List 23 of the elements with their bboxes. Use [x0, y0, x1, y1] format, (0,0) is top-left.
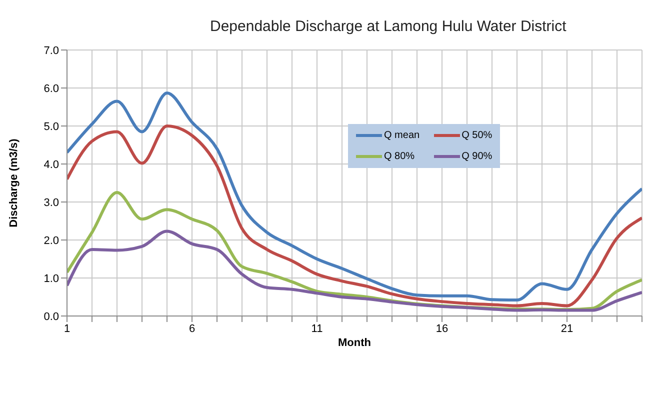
x-tick-label: 11: [311, 322, 323, 335]
chart-title: Dependable Discharge at Lamong Hulu Water District: [210, 18, 566, 35]
y-tick-label: 7.0: [44, 44, 59, 57]
y-tick-label: 0.0: [44, 310, 59, 323]
x-tick-label: 6: [188, 322, 196, 335]
line-series: [67, 91, 642, 302]
legend-label: Q 90%: [462, 151, 492, 162]
x-tick-label: 21: [560, 322, 574, 335]
x-tick-label: 16: [436, 322, 448, 335]
x-tick-label: 1: [64, 322, 70, 335]
line-series: [67, 124, 642, 308]
y-tick-label: 4.0: [44, 158, 59, 171]
y-tick-label: 1.0: [44, 272, 59, 285]
y-tick-label: 3.0: [44, 196, 59, 209]
legend-label: Q 80%: [384, 151, 415, 162]
x-axis-title: Month: [338, 336, 372, 349]
line-series: [67, 230, 642, 312]
y-tick-label: 5.0: [44, 120, 59, 133]
y-axis-title: Discharge (m3/s): [8, 138, 20, 228]
legend-label: Q mean: [384, 130, 420, 141]
legend-label: Q 50%: [462, 130, 492, 141]
y-tick-label: 6.0: [44, 82, 59, 95]
y-tick-label: 2.0: [44, 234, 59, 247]
